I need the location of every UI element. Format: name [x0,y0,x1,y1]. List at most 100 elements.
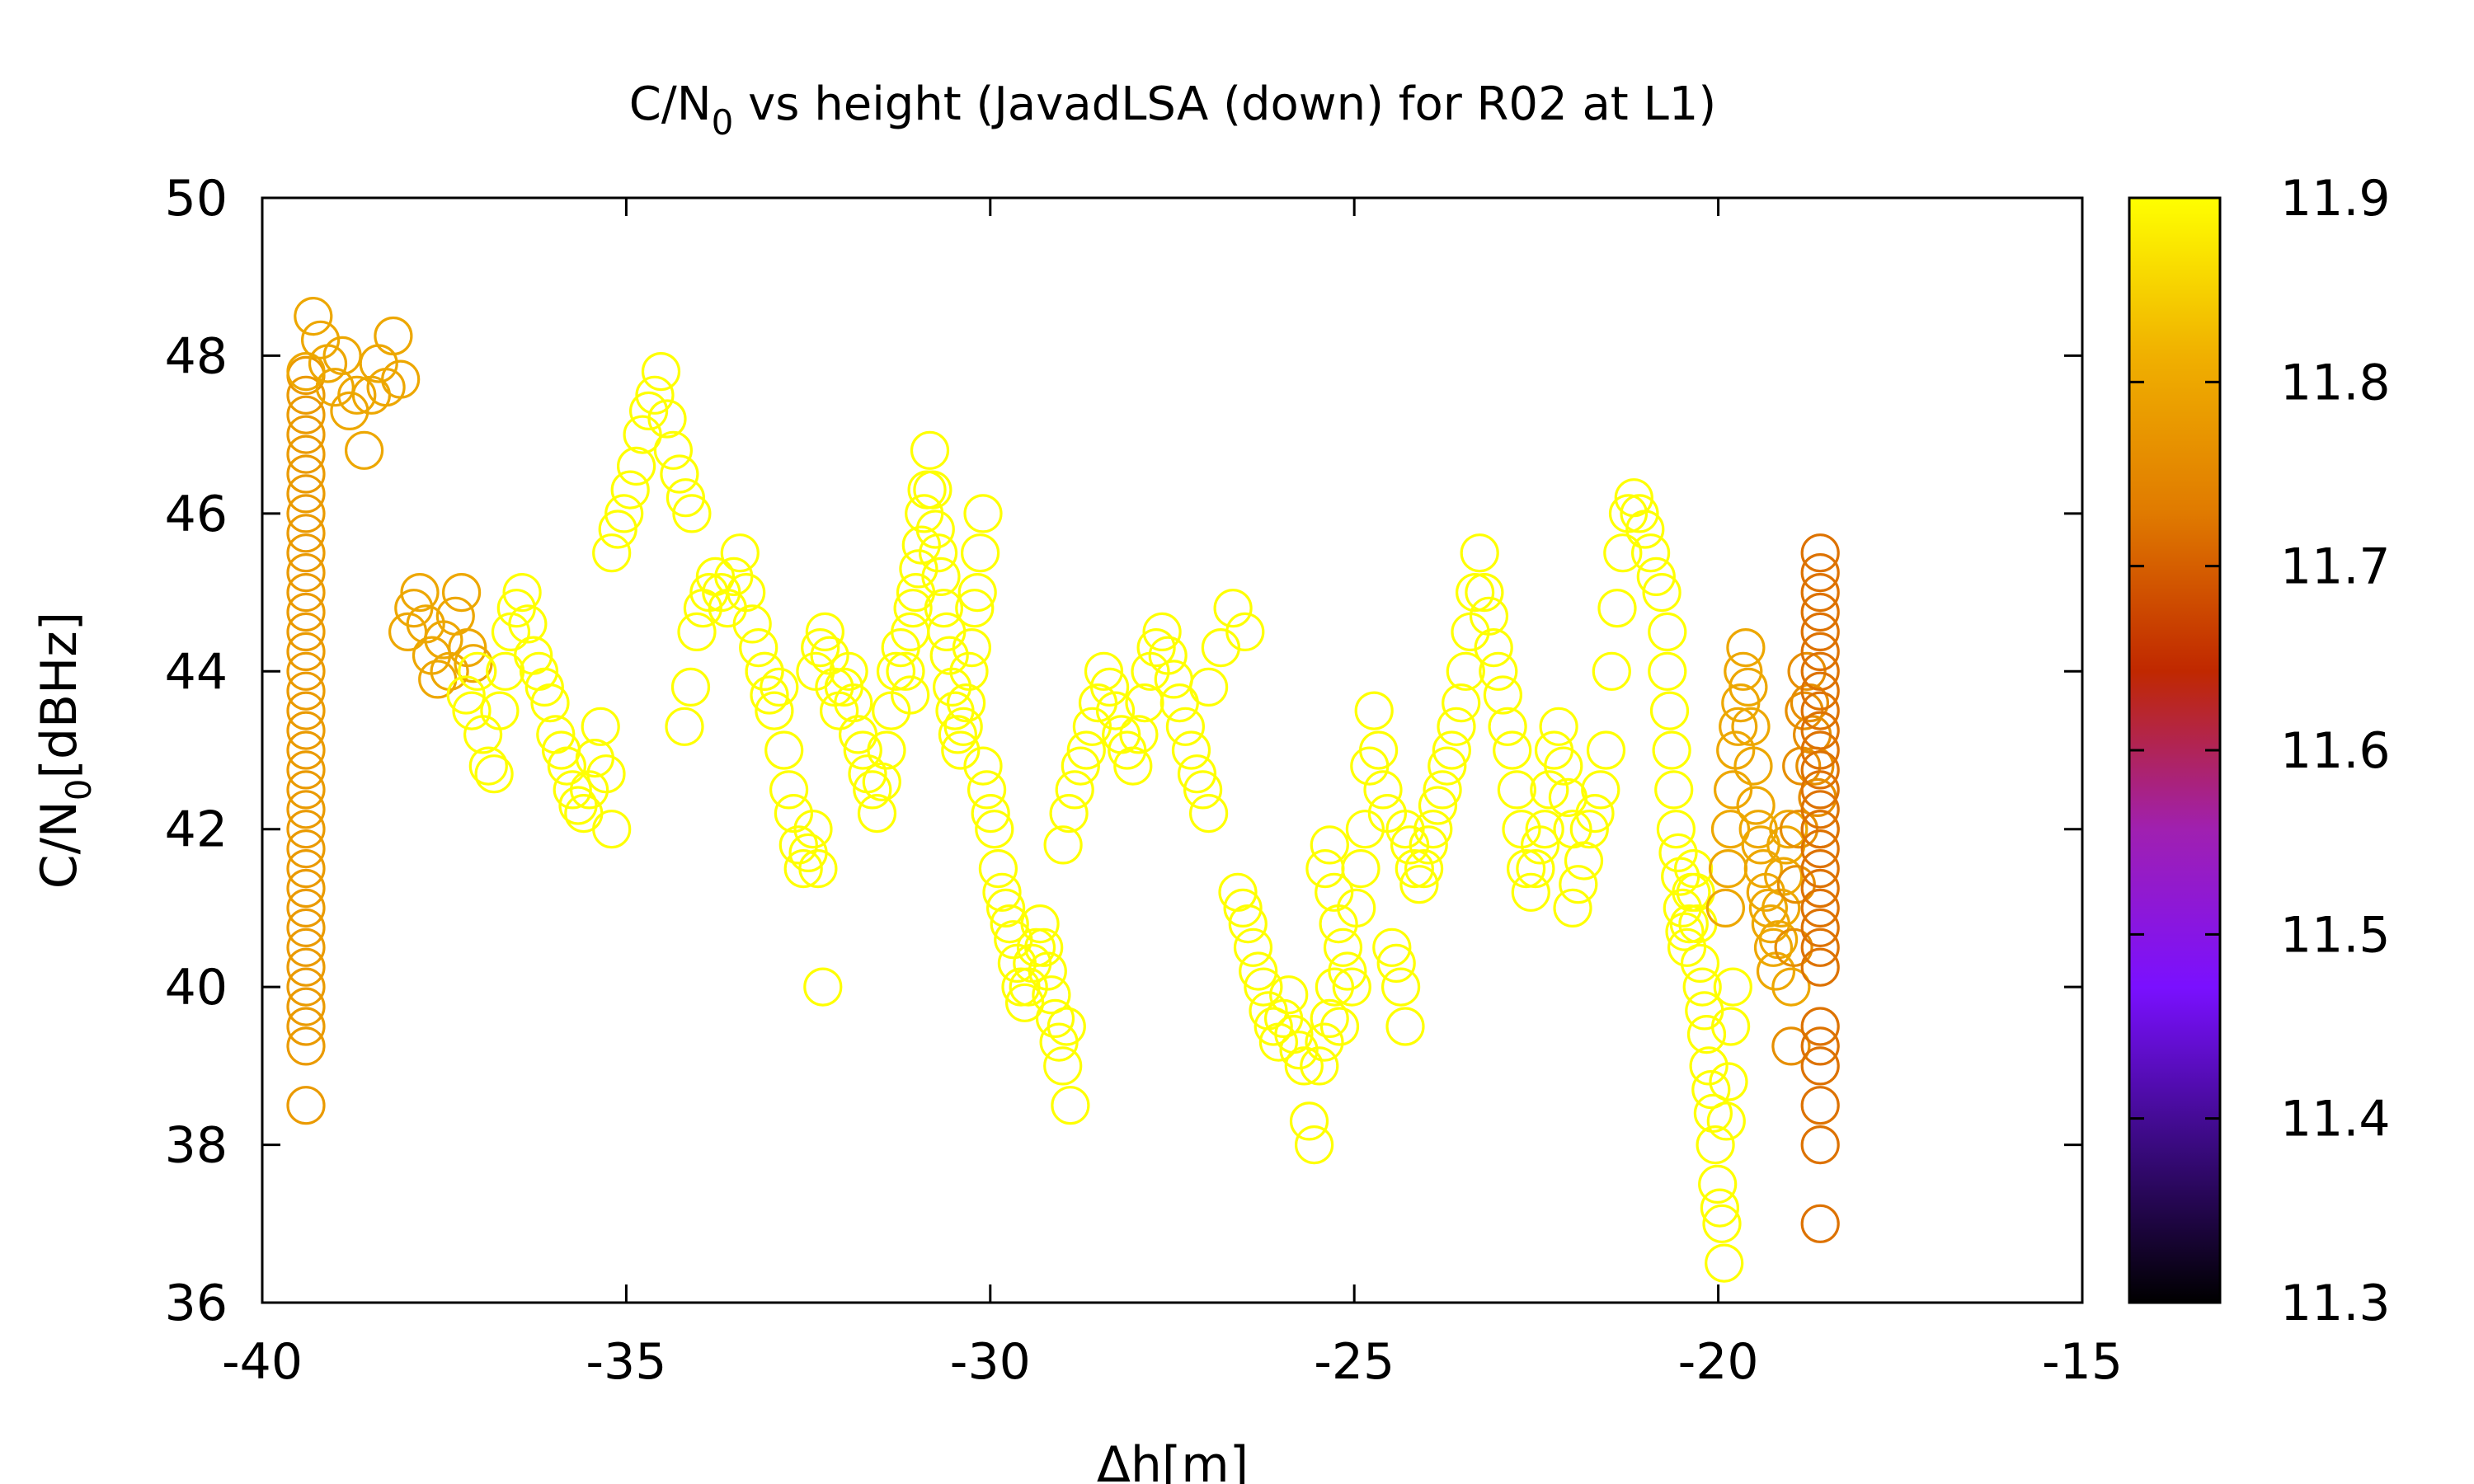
data-point [1731,707,1771,746]
data-point [486,651,525,691]
data-point [1465,572,1504,613]
data-point [1511,872,1550,912]
data-point [1800,1204,1840,1243]
data-point [322,336,362,375]
data-point [286,474,326,514]
data-point [641,352,681,392]
data-point [458,651,497,691]
data-point [1171,730,1211,770]
data-point [1553,888,1592,928]
data-point [1620,494,1659,533]
data-point [1225,612,1265,652]
data-point [468,746,508,786]
data-point [952,627,992,668]
data-point [1165,707,1206,746]
data-point [1055,770,1094,810]
data-point [1748,888,1788,928]
data-point [1726,627,1766,668]
data-point [286,908,326,948]
chart-title-post: vs height (JavadLSA (down) for R02 at L1… [733,77,1716,131]
data-point [1310,998,1349,1039]
y-axis-label-post: [dBHz] [31,612,88,779]
data-point [1800,533,1840,573]
data-point [660,454,699,494]
data-point [400,572,440,613]
data-point [1516,848,1555,889]
data-point [957,572,997,613]
x-tick-label: -15 [2042,1333,2123,1391]
x-tick-label: -25 [1314,1333,1395,1391]
data-point [1714,770,1753,810]
data-point [1043,825,1083,865]
data-point [294,297,333,336]
data-point [1363,770,1403,810]
data-point [1020,904,1060,944]
data-point [783,848,823,889]
data-point [1284,1046,1324,1086]
data-point [876,651,916,691]
data-point [1380,967,1421,1007]
data-point [1061,746,1100,786]
data-point [801,627,840,668]
data-point [1319,1007,1360,1046]
data-point [1418,786,1458,825]
data-point [1800,1046,1840,1086]
data-point [1497,770,1537,810]
data-point [1183,770,1223,810]
data-point [1520,825,1560,865]
data-point [1698,1164,1738,1205]
data-point [1300,1046,1339,1086]
data-point [1228,904,1268,944]
data-point [1072,707,1112,746]
data-point [1800,1026,1840,1066]
data-point [1669,904,1709,944]
data-point [943,707,983,746]
data-point [1432,730,1472,770]
data-point [1244,967,1283,1007]
data-point [929,636,969,675]
data-point [1047,1007,1086,1046]
data-point [918,533,958,573]
data-point [1559,865,1598,904]
data-point [1119,715,1159,754]
data-point [1427,746,1467,786]
data-point [1446,651,1485,691]
data-point [286,671,326,711]
chart-title-pre: C/N [629,77,712,131]
data-point [1702,1204,1742,1243]
y-tick-label: 50 [165,170,228,228]
data-point [286,770,326,810]
data-point [1345,810,1385,849]
y-tick-label: 40 [165,959,228,1017]
data-point [1800,829,1840,869]
data-point [1710,810,1751,849]
x-tick-label: -35 [586,1333,666,1391]
data-point [598,510,637,549]
y-tick-label: 48 [165,327,228,385]
data-point [1323,928,1363,967]
data-point [803,967,843,1007]
data-point [286,494,326,533]
data-point [1711,1007,1751,1046]
data-point [1771,967,1811,1007]
data-point [1525,810,1564,849]
data-point [286,514,326,553]
data-point [1113,746,1153,786]
data-point [1136,627,1176,668]
data-point [1390,825,1430,865]
data-point [1028,951,1067,991]
y-axis-label-sub: 0 [59,778,99,801]
data-point [1724,651,1763,691]
data-point [286,552,326,593]
data-point [1354,691,1394,730]
y-tick-label: 42 [165,801,228,859]
data-point [720,533,760,573]
data-point [1800,790,1840,829]
data-point [374,316,413,356]
data-point [286,967,326,1007]
data-point [1043,1046,1083,1086]
data-point [1305,1022,1344,1062]
data-point [1592,651,1631,691]
data-point [1636,556,1676,597]
